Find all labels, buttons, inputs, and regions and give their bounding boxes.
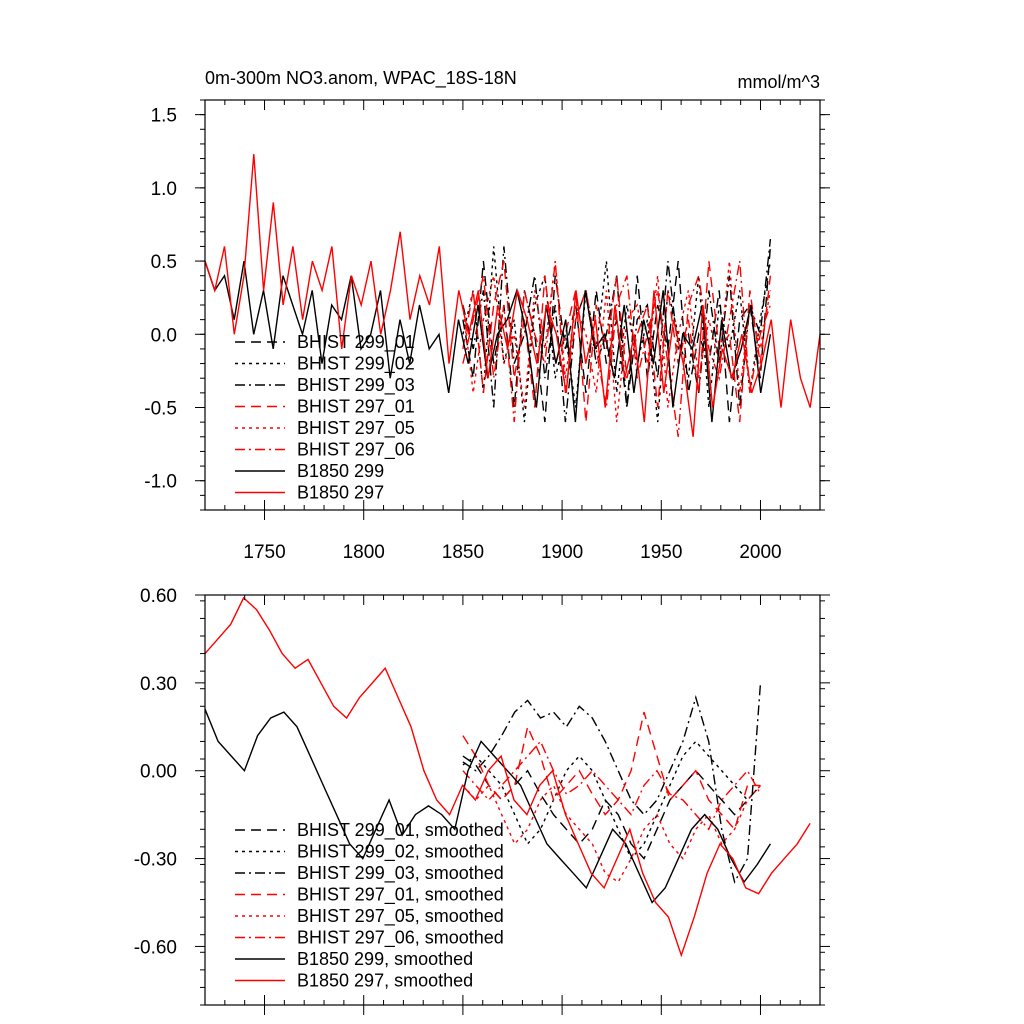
top-plot-frame xyxy=(204,99,821,511)
legend-label: B1850 299, smoothed xyxy=(297,949,473,969)
x-tick-label: 1950 xyxy=(640,542,682,563)
top-panel: 0m-300m NO3.anom, WPAC_18S-18N mmol/m^3 … xyxy=(144,68,830,563)
y-tick-label: -1.0 xyxy=(144,472,177,493)
legend-label: B1850 297, smoothed xyxy=(297,971,473,991)
series-line-2 xyxy=(462,239,772,423)
y-tick-label: 1.5 xyxy=(151,106,177,127)
legend-label: BHIST 297_06, smoothed xyxy=(297,928,504,949)
x-tick-label: 1900 xyxy=(541,542,583,563)
legend-label: BHIST 299_01 xyxy=(297,332,415,353)
series-line-0 xyxy=(462,755,762,860)
y-tick-label: 0.00 xyxy=(140,762,177,783)
legend-label: BHIST 297_01, smoothed xyxy=(297,885,504,906)
legend-label: BHIST 299_02, smoothed xyxy=(297,842,504,863)
series-line-5 xyxy=(462,260,772,437)
top-series-layer xyxy=(204,154,821,437)
bottom-axis-ticks: -0.60 -0.30 0.00 0.30 0.60 xyxy=(134,586,830,1015)
bottom-panel: -0.60 -0.30 0.00 0.30 0.60 BHIST 299_01, smo… xyxy=(134,586,830,1015)
series-line-3 xyxy=(462,711,761,831)
y-tick-label: -0.5 xyxy=(144,399,177,420)
x-tick-label: 1850 xyxy=(442,542,484,563)
y-tick-label: -0.60 xyxy=(134,937,177,958)
top-units: mmol/m^3 xyxy=(738,72,820,92)
series-line-6 xyxy=(204,708,771,904)
y-tick-label: 0.0 xyxy=(151,325,177,346)
legend-label: BHIST 297_05 xyxy=(297,418,415,439)
legend-label: BHIST 299_03, smoothed xyxy=(297,863,504,884)
series-line-7 xyxy=(204,596,811,958)
series-line-1 xyxy=(462,246,772,423)
legend-label: BHIST 297_06 xyxy=(297,440,415,461)
bottom-plot-frame xyxy=(204,594,821,1006)
top-title: 0m-300m NO3.anom, WPAC_18S-18N xyxy=(205,68,517,89)
y-tick-label: 0.60 xyxy=(140,586,177,607)
x-tick-label: 1800 xyxy=(343,542,385,563)
series-line-7 xyxy=(204,154,821,437)
legend-label: BHIST 299_01, smoothed xyxy=(297,820,504,841)
y-tick-label: 0.30 xyxy=(140,674,177,695)
series-line-4 xyxy=(462,261,772,423)
x-tick-label: 2000 xyxy=(739,542,781,563)
legend-label: B1850 299 xyxy=(297,461,384,481)
legend-label: B1850 297 xyxy=(297,483,384,503)
series-line-1 xyxy=(462,740,762,860)
series-line-5 xyxy=(462,740,762,831)
bottom-series-layer xyxy=(204,596,811,958)
legend-label: BHIST 297_01 xyxy=(297,397,415,418)
y-tick-label: 1.0 xyxy=(151,179,177,200)
legend-label: BHIST 299_03 xyxy=(297,375,415,396)
x-tick-label: 1750 xyxy=(243,542,285,563)
legend-label: BHIST 299_02 xyxy=(297,354,415,375)
y-tick-label: -0.30 xyxy=(134,850,177,871)
legend-label: BHIST 297_05, smoothed xyxy=(297,906,504,927)
series-line-2 xyxy=(462,682,762,884)
top-axis-ticks: 1750 1800 1850 1900 1950 2000 -1.0 -0.5 0.0 0.5 1.… xyxy=(144,99,830,563)
y-tick-label: 0.5 xyxy=(151,252,177,273)
